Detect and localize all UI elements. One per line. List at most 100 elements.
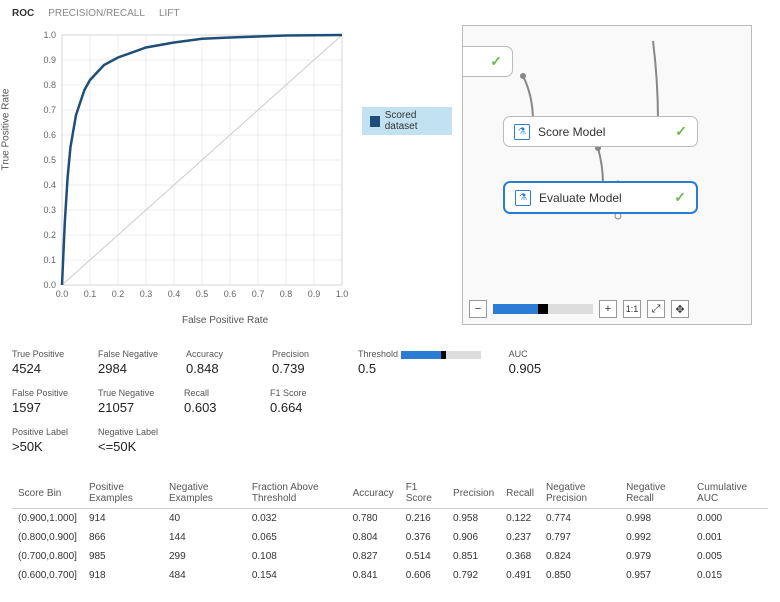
svg-text:0.0: 0.0	[56, 289, 69, 299]
pipeline-node-top[interactable]: el✓	[463, 46, 513, 77]
table-row: (0.600,0.700]9184840.1540.8410.6060.7920…	[12, 566, 768, 585]
cell: 0.216	[400, 509, 447, 529]
metric-true-positive: True Positive 4524	[12, 349, 70, 376]
cell: 0.491	[500, 566, 540, 585]
metric-label: Recall	[184, 388, 242, 398]
roc-svg: 0.00.10.20.30.40.50.60.70.80.91.0 0.00.1…	[32, 25, 362, 315]
metric-label: Threshold	[358, 349, 481, 359]
cell: 0.376	[400, 528, 447, 547]
legend-swatch	[370, 116, 380, 127]
metric-label: Accuracy	[186, 349, 244, 359]
cell: 0.827	[347, 547, 400, 566]
metric-value: 2984	[98, 361, 158, 376]
zoom-fit-button[interactable]: ⤢	[647, 300, 665, 318]
svg-text:0.8: 0.8	[280, 289, 293, 299]
pipeline-canvas[interactable]: el✓ ⚗ Score Model ✓ ⚗Evaluate Model✓	[463, 26, 751, 286]
zoom-controls: − + 1:1 ⤢ ✥	[469, 300, 745, 318]
tab-roc[interactable]: ROC	[12, 8, 34, 19]
roc-chart: 0.00.10.20.30.40.50.60.70.80.91.0 0.00.1…	[12, 25, 452, 325]
cell: 0.606	[400, 566, 447, 585]
metric-value: 0.5	[358, 361, 481, 376]
cell: 866	[83, 528, 163, 547]
metric-value: <=50K	[98, 439, 158, 454]
cell: 0.237	[500, 528, 540, 547]
cell: 0.001	[691, 528, 768, 547]
check-icon: ✓	[490, 53, 502, 70]
cell: 0.154	[246, 566, 347, 585]
cell: (0.700,0.800]	[12, 547, 83, 566]
cell: 0.979	[620, 547, 691, 566]
cell: 40	[163, 509, 246, 529]
node-label: Score Model	[538, 125, 605, 139]
zoom-in-button[interactable]: +	[599, 300, 617, 318]
metric-f1-score: F1 Score0.664	[270, 388, 328, 415]
cell: 0.514	[400, 547, 447, 566]
col-header: Accuracy	[347, 478, 400, 509]
metric-label: False Positive	[12, 388, 70, 398]
table-row: (0.800,0.900]8661440.0650.8040.3760.9060…	[12, 528, 768, 547]
metric-value: 0.848	[186, 361, 244, 376]
cell: 914	[83, 509, 163, 529]
metric-positive-label: Positive Label>50K	[12, 427, 70, 454]
zoom-slider[interactable]	[493, 304, 593, 314]
col-header: Negative Examples	[163, 478, 246, 509]
cell: 0.015	[691, 566, 768, 585]
svg-text:0.8: 0.8	[43, 80, 56, 90]
metric-value: 4524	[12, 361, 70, 376]
svg-text:0.9: 0.9	[308, 289, 321, 299]
metric-label: AUC	[509, 349, 567, 359]
cell: 0.000	[691, 509, 768, 529]
cell: (0.900,1.000]	[12, 509, 83, 529]
cell: 0.998	[620, 509, 691, 529]
cell: 0.774	[540, 509, 620, 529]
cell: 299	[163, 547, 246, 566]
tab-precision-recall[interactable]: PRECISION/RECALL	[48, 8, 145, 19]
zoom-actual-size-button[interactable]: 1:1	[623, 300, 641, 318]
tab-lift[interactable]: LIFT	[159, 8, 180, 19]
node-label: Evaluate Model	[539, 191, 622, 205]
svg-text:0.5: 0.5	[196, 289, 209, 299]
col-header: Positive Examples	[83, 478, 163, 509]
score-bin-table: Score BinPositive ExamplesNegative Examp…	[12, 478, 768, 585]
metric-value: 0.905	[509, 361, 567, 376]
svg-text:0.4: 0.4	[168, 289, 181, 299]
col-header: Recall	[500, 478, 540, 509]
metric-precision: Precision0.739	[272, 349, 330, 376]
metric-label: True Positive	[12, 349, 70, 359]
cell: 0.122	[500, 509, 540, 529]
col-header: Cumulative AUC	[691, 478, 768, 509]
col-header: F1 Score	[400, 478, 447, 509]
col-header: Precision	[447, 478, 500, 509]
svg-text:0.0: 0.0	[43, 280, 56, 290]
zoom-out-button[interactable]: −	[469, 300, 487, 318]
pipeline-node-eval[interactable]: ⚗Evaluate Model✓	[503, 181, 698, 214]
chart-legend: Scored dataset	[362, 107, 452, 135]
svg-text:1.0: 1.0	[43, 30, 56, 40]
svg-text:1.0: 1.0	[336, 289, 349, 299]
metric-value: 21057	[98, 400, 156, 415]
pan-button[interactable]: ✥	[671, 300, 689, 318]
threshold-slider[interactable]	[401, 351, 481, 359]
cell: 0.032	[246, 509, 347, 529]
col-header: Score Bin	[12, 478, 83, 509]
flask-icon: ⚗	[514, 124, 530, 140]
cell: 985	[83, 547, 163, 566]
cell: 0.851	[447, 547, 500, 566]
svg-text:0.4: 0.4	[43, 180, 56, 190]
col-header: Fraction Above Threshold	[246, 478, 347, 509]
metric-label: Precision	[272, 349, 330, 359]
cell: 0.797	[540, 528, 620, 547]
cell: 0.957	[620, 566, 691, 585]
metric-value: 0.664	[270, 400, 328, 415]
x-axis-label: False Positive Rate	[182, 315, 268, 326]
cell: 0.824	[540, 547, 620, 566]
svg-text:0.6: 0.6	[43, 130, 56, 140]
pipeline-node-score[interactable]: ⚗Score Model✓	[503, 116, 698, 147]
metric-auc: AUC 0.905	[509, 349, 567, 376]
cell: 918	[83, 566, 163, 585]
svg-text:0.6: 0.6	[224, 289, 237, 299]
metric-value: >50K	[12, 439, 70, 454]
cell: 0.841	[347, 566, 400, 585]
svg-text:0.9: 0.9	[43, 55, 56, 65]
cell: 0.804	[347, 528, 400, 547]
